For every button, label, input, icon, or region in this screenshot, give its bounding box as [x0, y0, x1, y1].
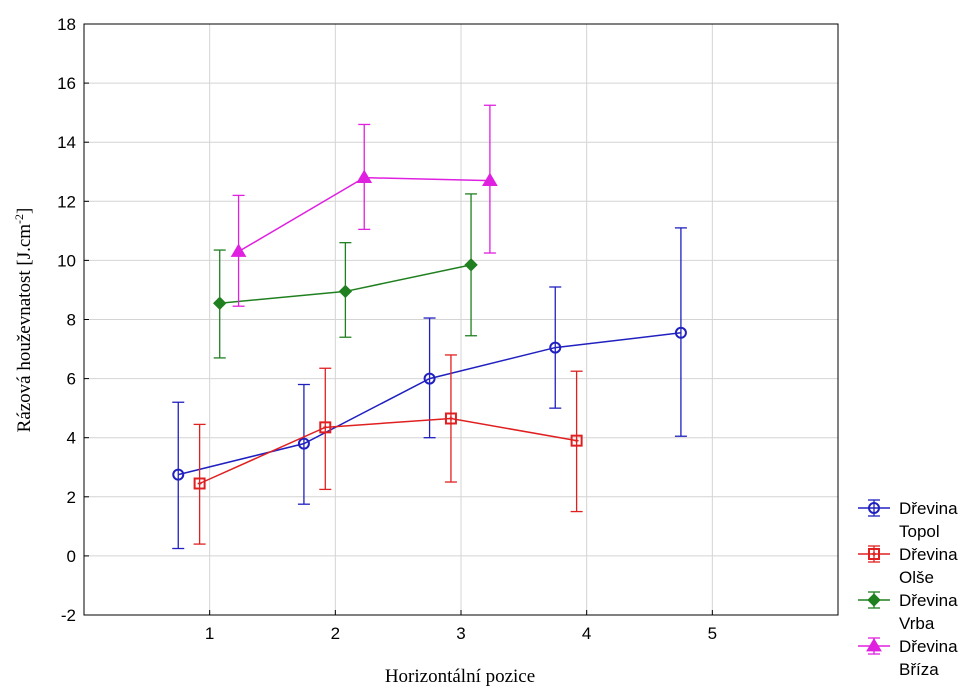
legend-marker [868, 548, 880, 560]
data-point [674, 326, 687, 339]
y-tick-label: 16 [57, 74, 76, 93]
legend-label-line1: Dřevina [899, 637, 958, 656]
legend-label-line2: Vrba [899, 614, 935, 633]
data-point-box [570, 434, 583, 447]
y-tick-label: 18 [57, 15, 76, 34]
grid [84, 24, 838, 615]
y-axis-label-superscript: -2 [12, 214, 26, 224]
data-point [297, 437, 310, 450]
data-point [423, 372, 436, 385]
data-point [444, 412, 457, 425]
x-axis-label: Horizontální pozice [385, 666, 535, 687]
legend-entry: Dřevina Vrba [858, 591, 958, 633]
y-tick-label: 4 [67, 429, 76, 448]
legend-marker-box [868, 548, 880, 560]
series-olše [193, 354, 583, 545]
x-tick-label: 4 [582, 624, 591, 643]
data-point [338, 284, 353, 299]
series-bříza [230, 104, 498, 307]
legend: DřevinaTopolDřevinaOlšeDřevinaVrbaDřevin… [858, 499, 958, 679]
series [172, 104, 687, 550]
data-point [356, 169, 373, 184]
data-point [172, 468, 185, 481]
legend-entry: Dřevina Topol [858, 499, 958, 541]
legend-label-line1: Dřevina [899, 545, 958, 564]
y-axis-label: Rázová houževnatost [J.cm-2] [12, 208, 35, 433]
data-point [570, 434, 583, 447]
legend-marker [868, 502, 880, 514]
y-tick-label: 6 [67, 370, 76, 389]
y-tick-label: 10 [57, 251, 76, 270]
x-tick-label: 3 [456, 624, 465, 643]
y-tick-label: 8 [67, 311, 76, 330]
legend-label-line2: Olše [899, 568, 934, 587]
legend-marker [866, 638, 882, 652]
data-point-box [444, 412, 457, 425]
legend-label-line1: Dřevina [899, 591, 958, 610]
y-tick-label: 14 [57, 133, 76, 152]
data-point [230, 243, 247, 257]
x-tick-label: 2 [331, 624, 340, 643]
y-axis-label-main: Rázová houževnatost [J.cm [14, 224, 35, 433]
data-point [193, 477, 206, 490]
x-axis-ticks: 1 2 3 4 5 [205, 610, 717, 643]
y-axis-ticks: -2 0 2 4 6 8 10 12 14 16 18 [57, 15, 89, 625]
legend-marker [867, 593, 881, 607]
x-tick-label: 1 [205, 624, 214, 643]
data-point-box [319, 421, 332, 434]
series-vrba [213, 193, 478, 359]
y-axis-label-end: ] [14, 208, 35, 214]
data-point [213, 296, 227, 310]
legend-entry: Dřevina Olše [858, 545, 958, 587]
y-tick-label: -2 [61, 606, 76, 625]
data-point-box [193, 477, 206, 490]
data-point [482, 172, 498, 187]
y-tick-label: 2 [67, 488, 76, 507]
data-point [464, 258, 478, 272]
legend-label-line2: Topol [899, 522, 940, 541]
series-line [199, 417, 577, 485]
y-tick-label: 12 [57, 192, 76, 211]
x-tick-label: 5 [708, 624, 717, 643]
legend-entry: Dřevina Bříza [858, 637, 958, 679]
y-tick-label: 0 [67, 547, 76, 566]
legend-label-line2: Bříza [899, 660, 939, 679]
data-point [319, 421, 332, 434]
data-point [549, 341, 562, 354]
legend-label-line1: Dřevina [899, 499, 958, 518]
series-topol [172, 227, 687, 550]
